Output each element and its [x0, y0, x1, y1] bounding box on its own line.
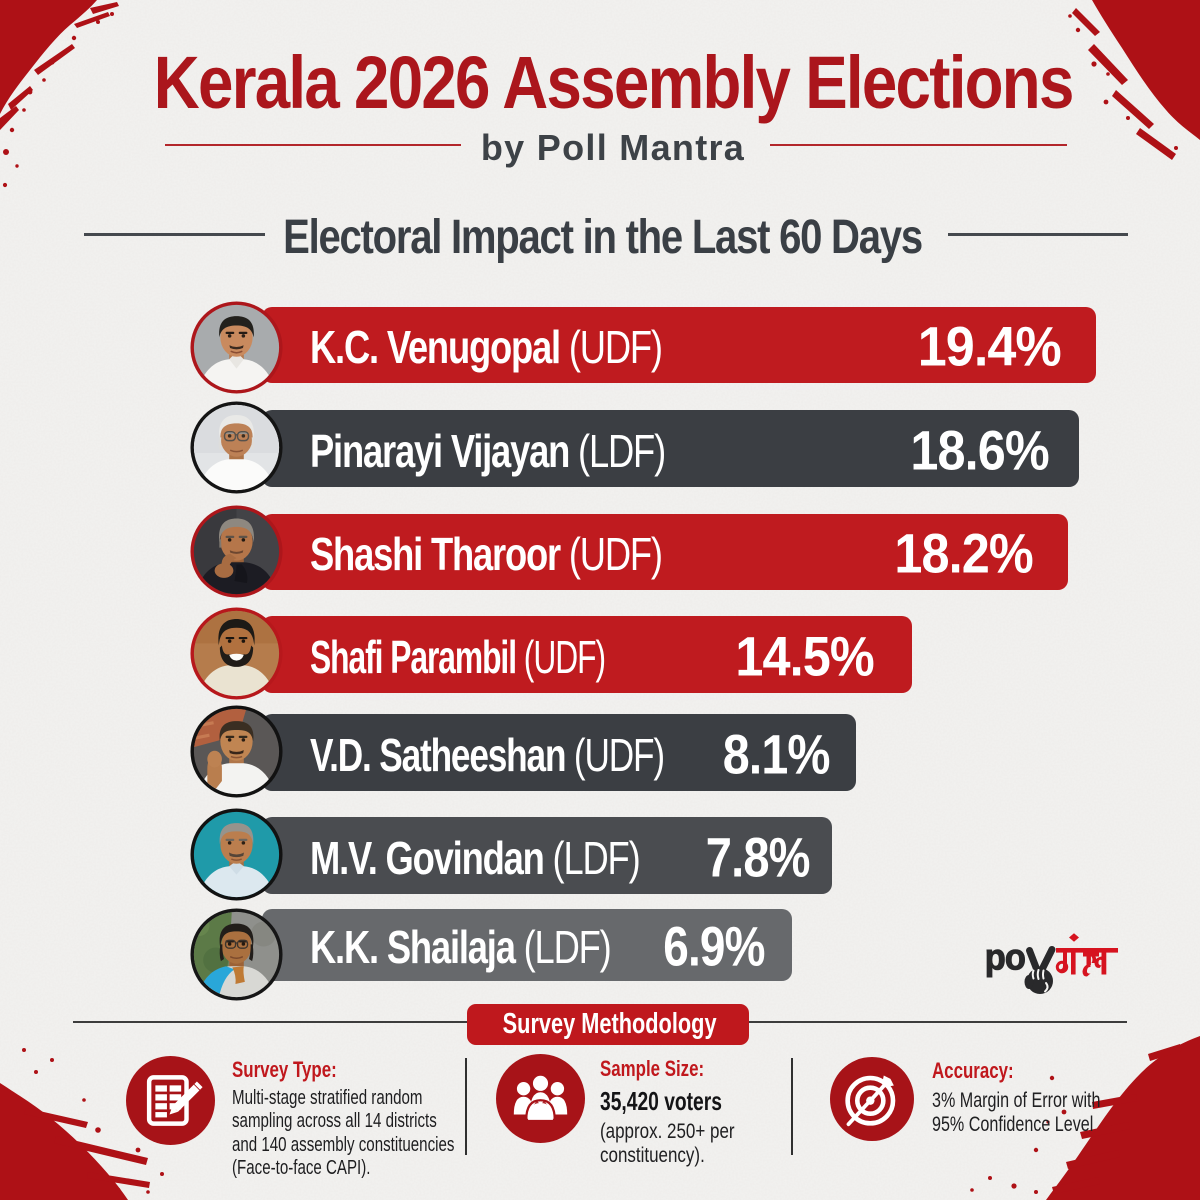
svg-text:po: po — [985, 936, 1025, 977]
